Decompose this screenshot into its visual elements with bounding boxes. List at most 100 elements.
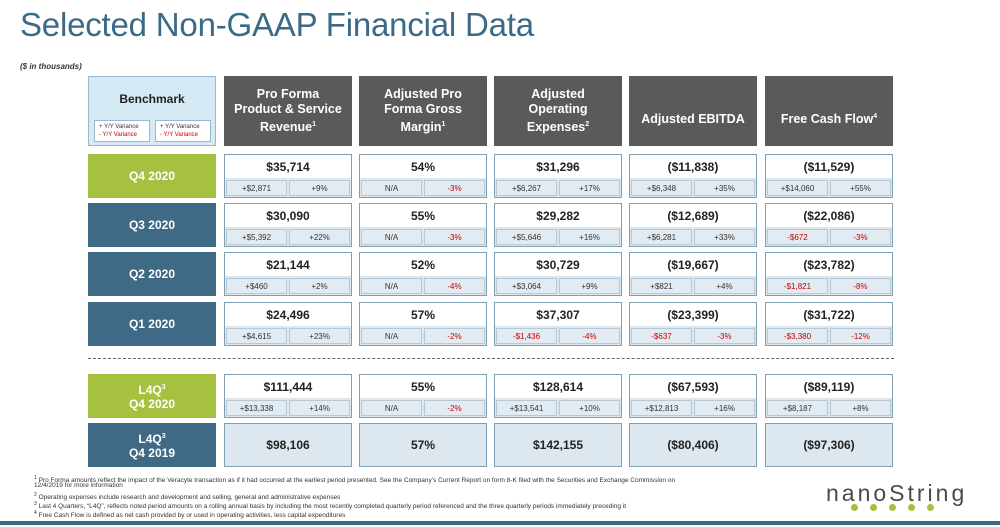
bottom-rule <box>0 521 1000 525</box>
footnote: 4 Free Cash Flow is defined as net cash … <box>34 509 345 520</box>
percent-variance: +35% <box>694 180 755 196</box>
cell-value: ($11,838) <box>630 155 756 178</box>
legend-positive: + Y/Y Variance <box>160 124 200 130</box>
cell-value: ($97,306) <box>766 424 892 466</box>
table-cell: $142,155 <box>494 423 622 467</box>
column-header-3: Adjusted EBITDA <box>629 76 757 146</box>
dollar-variance: +$13,338 <box>226 400 287 416</box>
table-cell: 57% N/A -2% <box>359 302 487 346</box>
percent-variance: -3% <box>694 328 755 344</box>
footnote-number: 3 <box>34 501 37 507</box>
dollar-variance: +$5,646 <box>496 229 557 245</box>
table-cell: ($67,593) +$12,813 +16% <box>629 374 757 418</box>
table-cell: $21,144 +$460 +2% <box>224 252 352 296</box>
percent-variance: +22% <box>289 229 350 245</box>
percent-variance: +2% <box>289 278 350 294</box>
dollar-variance: +$13,541 <box>496 400 557 416</box>
column-header-2: Adjusted Operating Expenses2 <box>494 76 622 146</box>
column-header-text: Revenue <box>259 120 313 135</box>
table-cell: $24,496 +$4,615 +23% <box>224 302 352 346</box>
table-cell: $111,444 +$13,338 +14% <box>224 374 352 418</box>
cell-value: $21,144 <box>225 253 351 276</box>
cell-value: ($80,406) <box>630 424 756 466</box>
percent-variance: +9% <box>289 180 350 196</box>
cell-value: 52% <box>360 253 486 276</box>
table-cell: 55% N/A -3% <box>359 203 487 247</box>
percent-variance: -3% <box>830 229 891 245</box>
row-label-text: Q4 2020 <box>128 169 176 183</box>
dollar-variance: +$6,267 <box>496 180 557 196</box>
table-cell: ($80,406) <box>629 423 757 467</box>
dollar-variance: N/A <box>361 229 422 245</box>
benchmark-label: Benchmark <box>119 92 185 106</box>
cell-value: 55% <box>360 375 486 398</box>
cell-value: $37,307 <box>495 303 621 326</box>
percent-variance: +9% <box>559 278 620 294</box>
column-header-text: Adjusted Pro <box>384 86 462 101</box>
percent-variance: +14% <box>289 400 350 416</box>
percent-variance: +17% <box>559 180 620 196</box>
column-header-text: Expenses <box>526 120 586 135</box>
cell-value: ($67,593) <box>630 375 756 398</box>
percent-variance: +33% <box>694 229 755 245</box>
cell-value: ($89,119) <box>766 375 892 398</box>
cell-value: $98,106 <box>225 424 351 466</box>
percent-variance: +55% <box>830 180 891 196</box>
percent-variance: -2% <box>424 328 485 344</box>
dollar-variance: N/A <box>361 278 422 294</box>
section-divider <box>88 358 894 359</box>
cell-value: ($23,782) <box>766 253 892 276</box>
dollar-variance: +$14,060 <box>767 180 828 196</box>
row-label-text: Q2 2020 <box>128 267 176 281</box>
percent-variance: -3% <box>424 229 485 245</box>
cell-value: $35,714 <box>225 155 351 178</box>
dollar-variance: -$1,436 <box>496 328 557 344</box>
percent-variance: +4% <box>694 278 755 294</box>
table-cell: $98,106 <box>224 423 352 467</box>
table-cell: $35,714 +$2,871 +9% <box>224 154 352 198</box>
row-label-text: L4Q <box>138 432 162 446</box>
column-header-text: Product & Service <box>234 101 342 116</box>
table-cell: ($22,086) -$672 -3% <box>765 203 893 247</box>
cell-value: 55% <box>360 204 486 227</box>
dollar-variance: -$1,821 <box>767 278 828 294</box>
footnote-text: Operating expenses include research and … <box>38 494 341 502</box>
footnote-marker: 1 <box>312 120 316 128</box>
benchmark-legend-left: + Y/Y Variance - Y/Y Variance <box>94 120 150 142</box>
row-label: Q4 2020 <box>88 154 216 198</box>
table-cell: $128,614 +$13,541 +10% <box>494 374 622 418</box>
cell-value: $30,090 <box>225 204 351 227</box>
column-header-0: Pro Forma Product & Service Revenue1 <box>224 76 352 146</box>
dollar-variance: -$637 <box>631 328 692 344</box>
percent-variance: +16% <box>694 400 755 416</box>
table-cell: 52% N/A -4% <box>359 252 487 296</box>
table-cell: ($97,306) <box>765 423 893 467</box>
table-cell: $30,729 +$3,064 +9% <box>494 252 622 296</box>
column-header-text: Margin <box>400 120 442 135</box>
dollar-variance: +$460 <box>226 278 287 294</box>
footnote-marker: 3 <box>161 384 166 391</box>
footnote-marker: 3 <box>161 433 166 440</box>
table-cell: 55% N/A -2% <box>359 374 487 418</box>
footnote: 3 Last 4 Quarters, “L4Q”, reflects noted… <box>34 500 626 511</box>
row-label-subtext: Q4 2020 <box>128 397 176 411</box>
row-label: Q3 2020 <box>88 203 216 247</box>
dollar-variance: +$4,615 <box>226 328 287 344</box>
column-header-text: Forma Gross <box>384 101 462 116</box>
percent-variance: -4% <box>559 328 620 344</box>
table-cell: ($23,782) -$1,821 -8% <box>765 252 893 296</box>
footnote-number: 2 <box>34 492 37 498</box>
table-cell: $30,090 +$5,392 +22% <box>224 203 352 247</box>
percent-variance: -2% <box>424 400 485 416</box>
table-cell: $29,282 +$5,646 +16% <box>494 203 622 247</box>
row-label: L4Q3 Q4 2019 <box>88 423 216 467</box>
cell-value: $24,496 <box>225 303 351 326</box>
cell-value: $142,155 <box>495 424 621 466</box>
column-header-text: Pro Forma <box>256 86 320 101</box>
footnote-marker: 1 <box>441 120 446 128</box>
footnote: 2 Operating expenses include research an… <box>34 491 340 502</box>
table-cell: ($31,722) -$3,380 -12% <box>765 302 893 346</box>
table-cell: ($11,838) +$6,348 +35% <box>629 154 757 198</box>
legend-positive: + Y/Y Variance <box>99 124 139 130</box>
footnote: 12/4/2019 for more information <box>34 482 123 490</box>
